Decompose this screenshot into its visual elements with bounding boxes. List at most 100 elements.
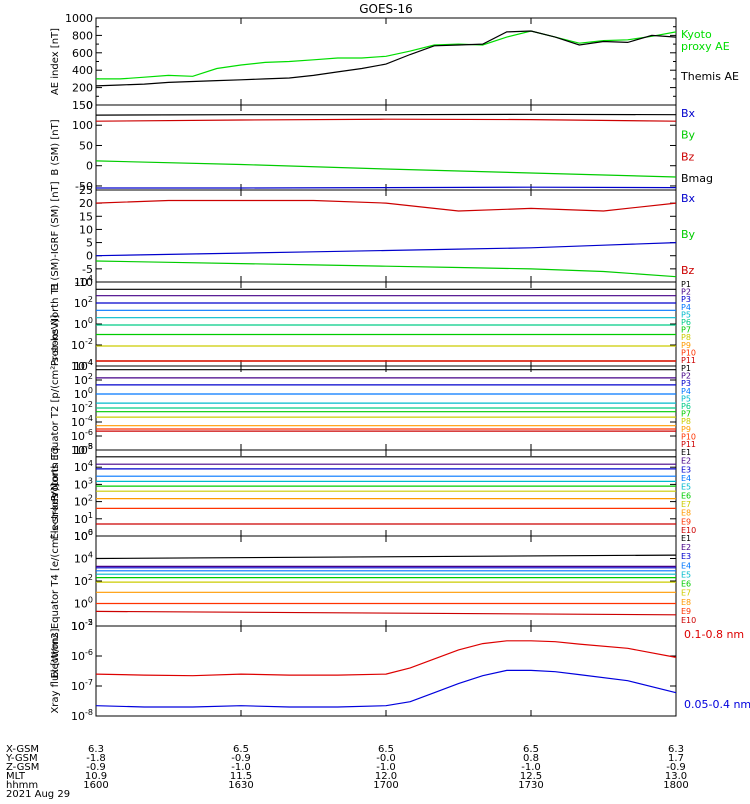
y-tick-label: 10-5 <box>71 618 93 633</box>
ephemeris-value: 1.7 <box>668 753 684 764</box>
y-tick-label: -5 <box>82 263 93 276</box>
ephemeris-value: 11.5 <box>230 771 252 782</box>
legend-label: P11 <box>681 356 696 365</box>
legend-label: P2 <box>681 372 691 381</box>
y-tick-label: 10-6 <box>71 648 93 663</box>
ephemeris-value: 12.0 <box>375 771 397 782</box>
legend-label: P7 <box>681 326 691 335</box>
y-tick-label: 10-2 <box>71 337 93 352</box>
ephemeris-value: 0.8 <box>523 753 539 764</box>
y-axis-label: Electrons Equator T4 [e/(cm²-s-sr-keV)] <box>50 483 61 678</box>
legend-label: P7 <box>681 410 691 419</box>
ephemeris-value: 6.3 <box>668 744 684 755</box>
ephemeris-value: -0.9 <box>231 753 251 764</box>
series-line <box>95 610 677 616</box>
y-tick-label: 5 <box>86 237 93 250</box>
y-tick-label: 10-4 <box>71 414 93 429</box>
y-tick-label: 25 <box>79 184 93 197</box>
y-axis-label: Xray flux [W/m2] <box>50 628 61 713</box>
series-line <box>95 160 677 178</box>
ephemeris-value: 10.9 <box>85 771 107 782</box>
y-tick-label: 106 <box>74 528 93 543</box>
series-line <box>96 30 677 80</box>
y-tick-label: 150 <box>72 99 93 112</box>
y-axis-label: B (SM) [nT] <box>50 119 61 175</box>
ephemeris-value: 6.3 <box>88 744 104 755</box>
y-tick-label: 101 <box>74 511 93 526</box>
legend-label: P4 <box>681 303 691 312</box>
y-tick-label: 100 <box>74 596 93 611</box>
y-tick-label: 105 <box>74 442 93 457</box>
ephemeris-label: Z-GSM <box>6 762 39 773</box>
legend-label: P10 <box>681 432 696 441</box>
series-line <box>95 260 677 278</box>
legend-label: E10 <box>681 616 696 625</box>
ephemeris-label: X-GSM <box>6 744 39 755</box>
y-tick-label: 200 <box>72 82 93 95</box>
legend-label: Kyoto <box>681 28 712 41</box>
y-axis-label: Protons Equator T2 [p/(cm²-s-sr-keV)] <box>50 315 61 502</box>
legend-label: P6 <box>681 402 691 411</box>
legend-label: E8 <box>681 509 691 518</box>
legend-label: E9 <box>681 607 691 616</box>
legend-label: P3 <box>681 295 691 304</box>
legend-label: Bx <box>681 107 696 120</box>
y-tick-label: 103 <box>74 476 93 491</box>
y-tick-label: 10 <box>79 223 93 236</box>
y-tick-label: 10-2 <box>71 400 93 415</box>
panel-frame <box>95 281 677 367</box>
series-line <box>95 113 677 116</box>
panel-frame <box>95 625 677 717</box>
legend-label: P4 <box>681 387 691 396</box>
y-axis-label: Protons North T1 <box>50 282 61 366</box>
y-tick-label: 50 <box>79 139 93 152</box>
panel-frame <box>95 189 677 283</box>
y-tick-label: 20 <box>79 197 93 210</box>
ephemeris-value: 1800 <box>663 780 688 791</box>
legend-label: P1 <box>681 280 691 289</box>
ephemeris-label: MLT <box>6 771 26 782</box>
ephemeris-value: 6.5 <box>378 744 394 755</box>
y-tick-label: 104 <box>74 274 93 289</box>
y-tick-label: 1000 <box>65 12 93 25</box>
y-tick-label: 15 <box>79 210 93 223</box>
legend-label: Themis AE <box>680 70 739 83</box>
y-tick-label: -50 <box>75 180 93 193</box>
y-tick-label: 102 <box>74 494 93 509</box>
legend-label: Bx <box>681 192 696 205</box>
legend-label: E6 <box>681 580 691 589</box>
legend-label: 0.05-0.4 nm <box>684 698 750 711</box>
y-tick-label: 102 <box>74 372 93 387</box>
legend-label: P11 <box>681 440 696 449</box>
legend-label: E2 <box>681 457 691 466</box>
legend-label: Bz <box>681 264 695 277</box>
ephemeris-value: 6.5 <box>233 744 249 755</box>
legend-label: E3 <box>681 465 691 474</box>
legend-label: E7 <box>681 589 691 598</box>
ephemeris-value: 13.0 <box>665 771 687 782</box>
legend-label: E5 <box>681 570 691 579</box>
legend-label: E1 <box>681 534 691 543</box>
y-tick-label: 100 <box>72 119 93 132</box>
legend-label: Bz <box>681 150 695 163</box>
y-tick-label: 0 <box>86 99 93 112</box>
ephemeris-value: -1.0 <box>231 762 251 773</box>
ephemeris-value: -1.8 <box>86 753 106 764</box>
ephemeris-value: 6.5 <box>523 744 539 755</box>
y-tick-label: 100 <box>74 316 93 331</box>
legend-label: E4 <box>681 474 691 483</box>
legend-label: P1 <box>681 364 691 373</box>
y-tick-label: 100 <box>74 528 93 543</box>
series-line <box>95 640 677 677</box>
y-tick-label: 100 <box>74 386 93 401</box>
legend-label: 0.1-0.8 nm <box>684 628 744 641</box>
y-tick-label: 400 <box>72 64 93 77</box>
series-line <box>95 199 677 212</box>
legend-label: P5 <box>681 310 691 319</box>
y-tick-label: -10 <box>75 276 93 289</box>
y-tick-label: 102 <box>74 573 93 588</box>
legend-label: E4 <box>681 561 691 570</box>
y-tick-label: 10-6 <box>71 428 93 443</box>
